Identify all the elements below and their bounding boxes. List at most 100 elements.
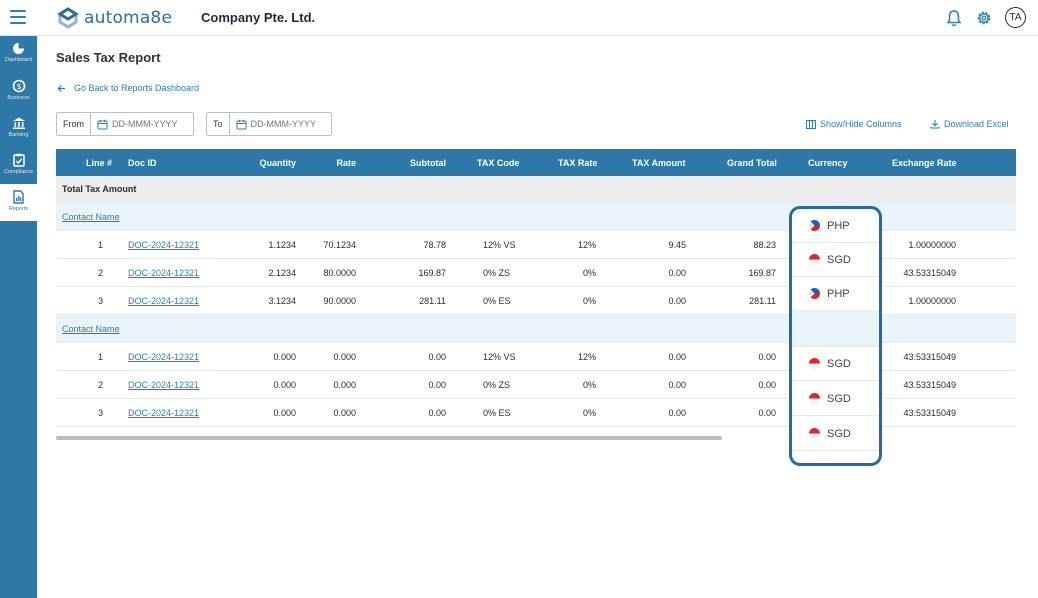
currency-option[interactable]: SGD [792, 347, 879, 381]
calendar-icon [97, 119, 108, 129]
to-label: To [207, 113, 230, 135]
sidebar-item-dashboard[interactable]: Dashboard [0, 36, 37, 73]
singapore-flag-icon [809, 358, 820, 369]
gear-icon[interactable] [975, 9, 993, 27]
back-link-label[interactable]: Go Back to Reports Dashboard [74, 83, 200, 93]
subtotal-value: 169.87 [418, 267, 446, 278]
total-tax-row: Total Tax Amount [56, 176, 1016, 203]
philippines-flag-icon [809, 288, 820, 299]
column-header-line[interactable]: Line # [86, 157, 113, 168]
column-header-tax-amount[interactable]: TAX Amount [632, 157, 686, 168]
quantity-value: 0.000 [273, 379, 296, 390]
column-header-subtotal[interactable]: Subtotal [410, 157, 446, 168]
tax-amount-value: 0.00 [668, 379, 686, 390]
from-date-input[interactable] [112, 119, 184, 129]
currency-option[interactable]: PHP [792, 277, 879, 311]
horizontal-scrollbar[interactable] [56, 436, 722, 440]
table-header-row: Line # Doc ID Quantity Rate Subtotal TAX… [56, 149, 1016, 176]
column-header-tax-code[interactable]: TAX Code [477, 157, 520, 168]
report-icon [13, 190, 24, 204]
sidebar-item-label: Reports [8, 206, 29, 212]
singapore-flag-icon [809, 428, 820, 439]
tax-rate-value: 12% [577, 239, 596, 250]
currency-option[interactable]: SGD [792, 243, 879, 277]
doc-id-link[interactable]: DOC-2024-12321 [128, 295, 200, 306]
quantity-value: 0.000 [273, 351, 296, 362]
currency-option[interactable]: SGD [792, 382, 879, 416]
download-excel-label: Download Excel [944, 119, 1009, 129]
rate-value: 0.000 [333, 407, 356, 418]
logo-text: automa8e [84, 8, 173, 28]
sidebar-item-compliance[interactable]: Compliance [0, 147, 37, 184]
contact-name-link[interactable]: Contact Name [62, 323, 120, 334]
line-number: 2 [98, 267, 104, 278]
philippines-flag-icon [809, 220, 820, 231]
sidebar-item-reports[interactable]: Reports [0, 184, 37, 221]
grand-total-value: 0.00 [758, 407, 776, 418]
tax-code-value: 12% VS [483, 351, 516, 362]
column-header-exchange-rate[interactable]: Exchange Rate [892, 157, 957, 168]
to-date-input[interactable] [250, 119, 323, 129]
currency-code: SGD [827, 392, 851, 405]
doc-id-link[interactable]: DOC-2024-12321 [128, 379, 200, 390]
subtotal-value: 0.00 [428, 351, 446, 362]
tax-rate-value: 0% [582, 267, 596, 278]
show-hide-columns-button[interactable]: Show/Hide Columns [806, 119, 902, 129]
column-header-doc-id[interactable]: Doc ID [128, 157, 157, 168]
clipboard-check-icon [12, 153, 25, 167]
avatar[interactable]: TA [1005, 7, 1026, 28]
doc-id-link[interactable]: DOC-2024-12321 [128, 351, 200, 362]
column-header-grand-total[interactable]: Grand Total [727, 157, 777, 168]
column-header-rate[interactable]: Rate [336, 157, 356, 168]
column-header-tax-rate[interactable]: TAX Rate [558, 157, 598, 168]
singapore-flag-icon [809, 393, 820, 404]
currency-code: PHP [827, 219, 850, 232]
grand-total-value: 281.11 [749, 295, 776, 306]
subtotal-value: 78.78 [423, 239, 446, 250]
columns-icon [806, 119, 816, 129]
exchange-rate-value: 43.53315049 [903, 379, 956, 390]
tax-amount-value: 0.00 [668, 407, 686, 418]
bell-icon[interactable] [945, 9, 963, 27]
download-excel-button[interactable]: Download Excel [930, 119, 1009, 129]
to-date-filter[interactable]: To [206, 112, 332, 136]
grand-total-value: 0.00 [758, 351, 776, 362]
sidebar-item-banking[interactable]: Banking [0, 110, 37, 147]
from-label: From [57, 113, 91, 135]
currency-column-highlight: PHP SGD PHP [789, 206, 882, 466]
subtotal-value: 0.00 [428, 407, 446, 418]
rate-value: 90.0000 [323, 295, 356, 306]
table-row: 2 DOC-2024-12321 0.000 0.000 0.00 0% ZS … [56, 371, 1016, 399]
svg-text:$: $ [16, 82, 21, 91]
column-header-quantity[interactable]: Quantity [259, 157, 296, 168]
download-icon [930, 120, 940, 129]
line-number: 1 [98, 351, 104, 362]
doc-id-link[interactable]: DOC-2024-12321 [128, 407, 200, 418]
bank-icon [12, 117, 25, 129]
sidebar-item-label: Banking [8, 132, 29, 138]
currency-option[interactable]: SGD [792, 417, 879, 451]
from-date-filter[interactable]: From [56, 112, 194, 136]
table-row: 1 DOC-2024-12321 0.000 0.000 0.00 12% VS… [56, 343, 1016, 371]
exchange-rate-value: 1.00000000 [908, 295, 956, 306]
currency-option-empty [792, 311, 879, 347]
company-name[interactable]: Company Pte. Ltd. [201, 10, 316, 25]
table-row: 3 DOC-2024-12321 3.1234 90.0000 281.11 0… [56, 287, 1016, 315]
dollar-cycle-icon: $ [12, 79, 25, 93]
sidebar-item-label: Business [7, 95, 30, 101]
column-header-currency[interactable]: Currency [808, 157, 848, 168]
exchange-rate-value: 43.53315049 [903, 267, 956, 278]
doc-id-link[interactable]: DOC-2024-12321 [128, 239, 200, 250]
contact-name-link[interactable]: Contact Name [62, 211, 120, 222]
grand-total-value: 0.00 [758, 379, 776, 390]
currency-option[interactable]: PHP [792, 209, 879, 243]
line-number: 3 [98, 407, 104, 418]
back-link[interactable]: Go Back to Reports Dashboard [57, 83, 199, 93]
doc-id-link[interactable]: DOC-2024-12321 [128, 267, 200, 278]
line-number: 2 [98, 379, 104, 390]
line-number: 3 [98, 295, 104, 306]
app-logo[interactable]: automa8e [57, 7, 172, 29]
hamburger-menu-icon[interactable] [10, 10, 26, 24]
top-bar: automa8e Company Pte. Ltd. TA [0, 0, 1038, 36]
sidebar-item-business[interactable]: $ Business [0, 73, 37, 110]
